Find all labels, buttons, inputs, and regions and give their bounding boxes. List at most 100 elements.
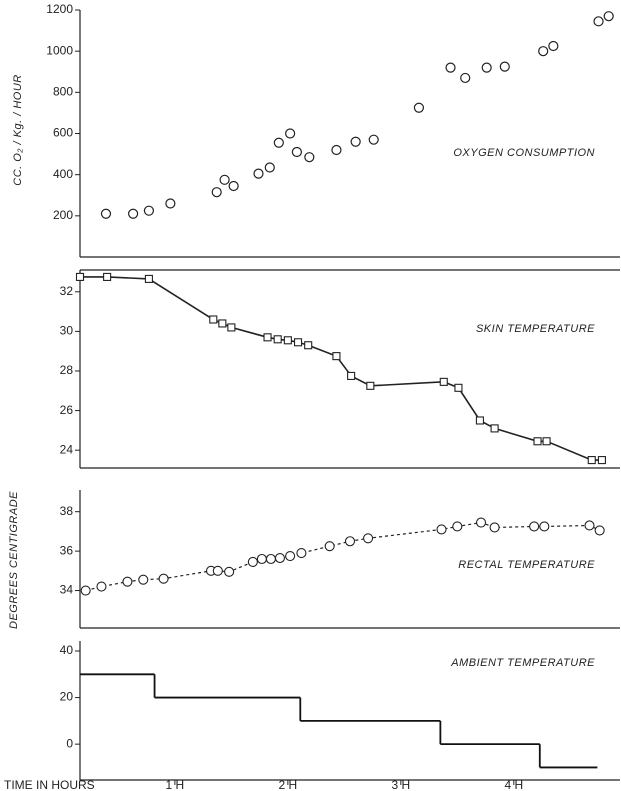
data-point — [363, 533, 374, 544]
data-point — [490, 424, 499, 433]
data-point — [247, 556, 258, 568]
data-point — [454, 383, 463, 392]
data-point — [274, 552, 286, 564]
x-tick-label: 1 H — [166, 778, 185, 791]
data-point — [529, 521, 540, 532]
data-point — [475, 416, 484, 425]
data-point — [228, 180, 239, 192]
data-point — [594, 525, 605, 536]
data-point — [368, 134, 379, 145]
data-point — [296, 548, 307, 559]
data-point — [285, 550, 296, 562]
data-point — [265, 553, 276, 565]
data-point — [533, 437, 542, 446]
x-tick-label: 4 H — [504, 778, 523, 791]
data-point — [489, 522, 500, 533]
y-axis-label: DEGREES CENTIGRADE — [8, 491, 20, 629]
data-point — [460, 72, 471, 84]
data-point — [209, 315, 218, 324]
y-tick-label: 0 — [66, 736, 73, 750]
data-point — [291, 146, 303, 158]
panel-title: RECTAL TEMPERATURE — [458, 559, 595, 571]
data-point — [256, 553, 267, 565]
y-tick-label: 600 — [53, 126, 73, 140]
data-point — [344, 536, 356, 547]
data-point — [75, 272, 85, 281]
y-tick-label: 30 — [60, 324, 74, 338]
data-point — [347, 371, 356, 380]
y-tick-label: 36 — [60, 543, 74, 557]
data-point — [445, 62, 456, 73]
data-point — [366, 381, 375, 390]
data-point — [285, 128, 296, 139]
data-point — [211, 187, 222, 198]
data-point — [439, 377, 448, 386]
data-point — [331, 144, 342, 156]
y-tick-label: 28 — [60, 363, 74, 377]
panel-title: SKIN TEMPERATURE — [476, 323, 595, 335]
y-tick-label: 26 — [60, 403, 74, 417]
data-point — [332, 352, 341, 361]
data-point — [165, 198, 176, 209]
x-axis-label: TIME IN HOURS — [4, 778, 95, 791]
y-tick-label: 34 — [60, 583, 74, 597]
y-tick-label: 20 — [60, 690, 74, 704]
data-point — [499, 61, 510, 72]
data-point — [122, 576, 133, 587]
data-point — [253, 168, 264, 179]
data-point — [597, 456, 606, 465]
data-point — [304, 341, 313, 350]
data-point — [548, 40, 559, 52]
data-point — [475, 517, 487, 528]
data-point — [273, 335, 282, 344]
x-tick-label: 3 H — [391, 778, 410, 791]
data-point — [100, 208, 112, 219]
data-point — [218, 319, 227, 328]
data-point — [80, 585, 91, 596]
data-point — [138, 574, 149, 585]
data-point — [144, 274, 153, 283]
data-point — [127, 208, 139, 219]
data-point — [273, 137, 284, 148]
y-tick-label: 38 — [60, 504, 74, 518]
y-tick-label: 400 — [53, 167, 73, 181]
data-point — [413, 102, 425, 113]
data-point — [263, 333, 272, 342]
data-point — [324, 541, 335, 552]
data-point — [593, 16, 604, 27]
data-line — [80, 276, 602, 461]
panel-title: OXYGEN CONSUMPTION — [453, 147, 595, 159]
data-point — [143, 205, 155, 216]
data-point — [96, 581, 107, 592]
data-point — [481, 62, 492, 73]
y-tick-label: 800 — [53, 85, 73, 99]
data-point — [224, 566, 235, 577]
data-point — [587, 456, 596, 465]
data-point — [538, 46, 549, 57]
data-point — [227, 323, 236, 332]
panel-title: AMBIENT TEMPERATURE — [450, 657, 595, 669]
y-tick-label: 200 — [53, 208, 73, 222]
y-axis-label: CC. O₂ / Kg. / HOUR — [12, 74, 24, 186]
data-point — [158, 573, 169, 584]
data-point — [212, 565, 223, 576]
data-point — [452, 521, 463, 532]
data-point — [283, 336, 292, 345]
data-point — [350, 136, 361, 147]
y-tick-label: 24 — [60, 442, 74, 456]
data-point — [584, 520, 595, 531]
y-tick-label: 1200 — [46, 2, 73, 16]
data-point — [436, 524, 447, 535]
data-point — [264, 162, 275, 173]
y-tick-label: 32 — [60, 284, 74, 298]
data-point — [603, 11, 614, 22]
x-tick-label: 2 H — [279, 778, 298, 791]
data-point — [103, 272, 112, 281]
data-point — [542, 437, 551, 446]
data-point — [293, 338, 303, 347]
data-point — [219, 174, 230, 185]
y-tick-label: 1000 — [46, 43, 73, 57]
y-tick-label: 40 — [60, 643, 74, 657]
data-point — [304, 152, 315, 163]
